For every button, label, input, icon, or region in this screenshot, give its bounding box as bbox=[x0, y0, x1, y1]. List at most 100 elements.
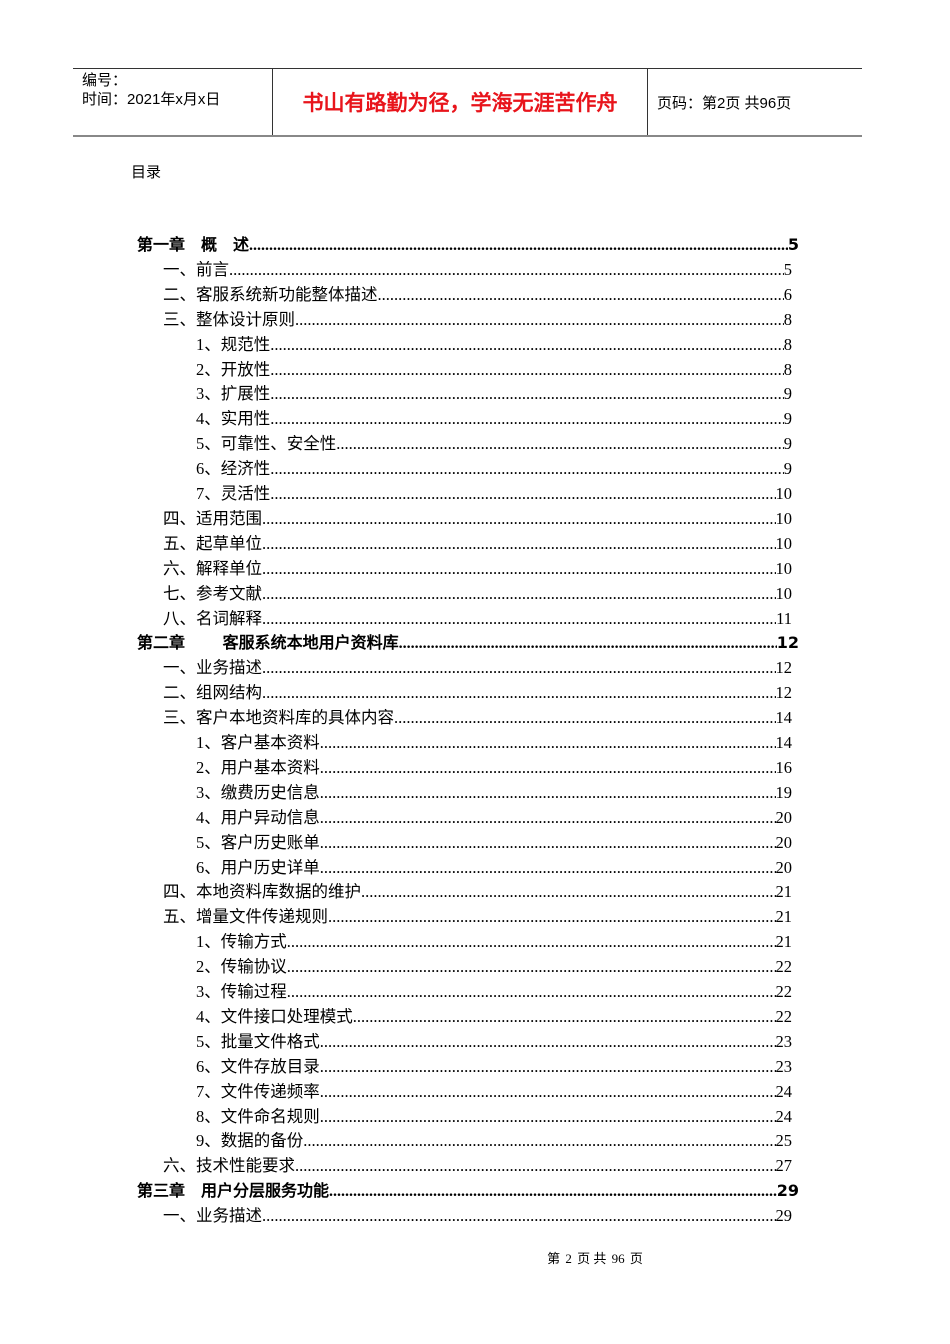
toc-entry[interactable]: 七、参考文献 10 bbox=[163, 582, 792, 606]
toc-entry-page: 29 bbox=[776, 1181, 799, 1201]
toc-entry[interactable]: 3、缴费历史信息 19 bbox=[196, 781, 792, 805]
toc-leader-dots bbox=[320, 731, 776, 755]
toc-entry-label: 七、参考文献 bbox=[163, 583, 262, 603]
toc-leader-dots bbox=[262, 1204, 776, 1228]
header-motto: 书山有路勤为径，学海无涯苦作舟 bbox=[273, 69, 648, 135]
toc-entry[interactable]: 1、规范性 8 bbox=[196, 333, 792, 357]
toc-leader-dots bbox=[287, 980, 776, 1004]
toc-entry-page: 16 bbox=[775, 757, 793, 777]
toc-leader-dots bbox=[320, 856, 776, 880]
toc-entry-page: 23 bbox=[775, 1056, 793, 1076]
toc-entry[interactable]: 六、解释单位 10 bbox=[163, 557, 792, 581]
toc-leader-dots bbox=[262, 681, 776, 705]
toc-entry-page: 10 bbox=[775, 558, 793, 578]
toc-leader-dots bbox=[287, 930, 776, 954]
toc-leader-dots bbox=[320, 781, 776, 805]
toc-entry-page: 21 bbox=[775, 907, 793, 927]
toc-entry[interactable]: 八、名词解释 11 bbox=[163, 607, 792, 631]
toc-entry[interactable]: 3、扩展性 9 bbox=[196, 382, 792, 406]
toc-entry[interactable]: 2、用户基本资料 16 bbox=[196, 756, 792, 780]
toc-entry[interactable]: 6、经济性 9 bbox=[196, 457, 792, 481]
toc-leader-dots bbox=[328, 905, 776, 929]
toc-entry-label: 4、文件接口处理模式 bbox=[196, 1006, 353, 1026]
toc-entry[interactable]: 3、传输过程 22 bbox=[196, 980, 792, 1004]
toc-entry-label: 2、开放性 bbox=[196, 359, 271, 379]
toc-entry-label: 一、业务描述 bbox=[163, 658, 262, 678]
header-page-info: 页码：第2页 共96页 bbox=[657, 94, 792, 112]
toc-entry-label: 9、数据的备份 bbox=[196, 1131, 304, 1151]
toc-entry[interactable]: 一、业务描述 29 bbox=[163, 1204, 792, 1228]
toc-leader-dots bbox=[287, 955, 776, 979]
footer-page-number: 2 bbox=[565, 1251, 572, 1266]
toc-entry[interactable]: 五、增量文件传递规则 21 bbox=[163, 905, 792, 929]
toc-entry[interactable]: 6、文件存放目录 23 bbox=[196, 1055, 792, 1079]
toc-entry[interactable]: 2、开放性 8 bbox=[196, 358, 792, 382]
toc-entry-label: 6、用户历史详单 bbox=[196, 857, 320, 877]
toc-leader-dots bbox=[270, 407, 784, 431]
toc-entry[interactable]: 4、实用性 9 bbox=[196, 407, 792, 431]
toc-entry[interactable]: 7、灵活性 10 bbox=[196, 482, 792, 506]
toc-entry[interactable]: 四、本地资料库数据的维护 21 bbox=[163, 880, 792, 904]
toc-entry[interactable]: 三、客户本地资料库的具体内容 14 bbox=[163, 706, 792, 730]
toc-entry-page: 14 bbox=[775, 708, 793, 728]
toc-entry-label: 第三章 用户分层服务功能 bbox=[137, 1181, 330, 1201]
toc-entry[interactable]: 5、可靠性、安全性 9 bbox=[196, 432, 792, 456]
toc-leader-dots bbox=[262, 507, 776, 531]
toc-entry[interactable]: 1、传输方式 21 bbox=[196, 930, 792, 954]
toc-entry[interactable]: 1、客户基本资料 14 bbox=[196, 731, 792, 755]
toc-entry[interactable]: 7、文件传递频率 24 bbox=[196, 1080, 792, 1104]
toc-leader-dots bbox=[399, 631, 777, 655]
toc-entry[interactable]: 6、用户历史详单 20 bbox=[196, 856, 792, 880]
toc-entry-page: 22 bbox=[775, 1006, 793, 1026]
toc-entry[interactable]: 第三章 用户分层服务功能 29 bbox=[137, 1179, 799, 1203]
toc-entry[interactable]: 5、批量文件格式 23 bbox=[196, 1030, 792, 1054]
toc-title: 目录 bbox=[131, 165, 162, 181]
toc-entry[interactable]: 五、起草单位 10 bbox=[163, 532, 792, 556]
toc-entry-label: 四、适用范围 bbox=[163, 508, 262, 528]
toc-entry-label: 八、名词解释 bbox=[163, 608, 262, 628]
toc-entry[interactable]: 8、文件命名规则 24 bbox=[196, 1105, 792, 1129]
toc-entry-label: 二、客服系统新功能整体描述 bbox=[163, 284, 378, 304]
toc-entry[interactable]: 二、组网结构 12 bbox=[163, 681, 792, 705]
toc-entry-page: 10 bbox=[775, 533, 793, 553]
footer-suffix: 页 bbox=[629, 1251, 643, 1266]
toc-entry-label: 7、文件传递频率 bbox=[196, 1081, 320, 1101]
toc-entry-page: 9 bbox=[783, 434, 792, 454]
toc-entry-page: 5 bbox=[783, 259, 792, 279]
toc-entry[interactable]: 4、文件接口处理模式 22 bbox=[196, 1005, 792, 1029]
toc-entry-label: 六、解释单位 bbox=[163, 558, 262, 578]
toc-entry[interactable]: 2、传输协议 22 bbox=[196, 955, 792, 979]
toc-entry[interactable]: 四、适用范围 10 bbox=[163, 507, 792, 531]
toc-leader-dots bbox=[303, 1129, 775, 1153]
toc-leader-dots bbox=[320, 831, 776, 855]
toc-leader-dots bbox=[336, 432, 784, 456]
toc-entry-page: 24 bbox=[775, 1081, 793, 1101]
toc-leader-dots bbox=[262, 582, 776, 606]
toc-entry-page: 24 bbox=[775, 1106, 793, 1126]
toc-entry-page: 11 bbox=[776, 608, 792, 628]
toc-entry[interactable]: 第一章 概 述 5 bbox=[137, 233, 799, 257]
toc-entry-label: 7、灵活性 bbox=[196, 484, 271, 503]
toc-leader-dots bbox=[262, 532, 776, 556]
toc-entry-page: 6 bbox=[783, 284, 792, 304]
toc-leader-dots bbox=[329, 1179, 777, 1203]
toc-entry[interactable]: 六、技术性能要求 27 bbox=[163, 1154, 792, 1178]
toc-entry[interactable]: 一、业务描述 12 bbox=[163, 656, 792, 680]
toc-entry-page: 19 bbox=[775, 782, 793, 802]
toc-entry-page: 12 bbox=[775, 683, 793, 703]
toc-entry[interactable]: 二、客服系统新功能整体描述 6 bbox=[163, 283, 792, 307]
toc-entry[interactable]: 9、数据的备份 25 bbox=[196, 1129, 792, 1153]
toc-entry-label: 2、传输协议 bbox=[196, 957, 287, 977]
toc-entry[interactable]: 第二章 客服系统本地用户资料库 12 bbox=[137, 631, 799, 655]
toc-entry-page: 23 bbox=[775, 1031, 793, 1051]
toc-leader-dots bbox=[270, 457, 784, 481]
toc-entry-label: 6、经济性 bbox=[196, 459, 271, 479]
toc-entry[interactable]: 4、用户异动信息 20 bbox=[196, 806, 792, 830]
toc-entry-page: 10 bbox=[775, 484, 793, 503]
toc-leader-dots bbox=[295, 1154, 776, 1178]
toc-entry[interactable]: 一、前言 5 bbox=[163, 258, 792, 282]
toc-entry-page: 29 bbox=[775, 1206, 793, 1226]
toc-entry-label: 6、文件存放目录 bbox=[196, 1056, 320, 1076]
toc-entry[interactable]: 5、客户历史账单 20 bbox=[196, 831, 792, 855]
toc-entry[interactable]: 三、整体设计原则 8 bbox=[163, 308, 792, 332]
